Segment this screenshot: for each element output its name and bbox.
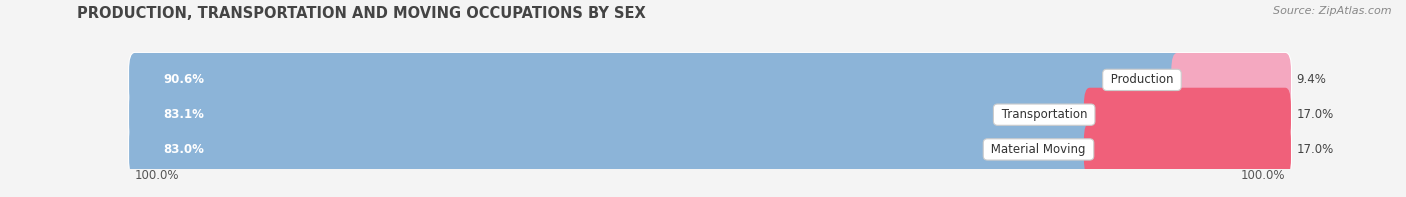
Text: 90.6%: 90.6%: [163, 73, 205, 86]
Text: Source: ZipAtlas.com: Source: ZipAtlas.com: [1274, 6, 1392, 16]
Text: 100.0%: 100.0%: [135, 169, 180, 182]
FancyBboxPatch shape: [129, 53, 1291, 107]
Text: Production: Production: [1107, 73, 1177, 86]
Text: 83.1%: 83.1%: [163, 108, 204, 121]
FancyBboxPatch shape: [129, 123, 1095, 176]
Text: PRODUCTION, TRANSPORTATION AND MOVING OCCUPATIONS BY SEX: PRODUCTION, TRANSPORTATION AND MOVING OC…: [77, 6, 647, 21]
Text: 100.0%: 100.0%: [1240, 169, 1285, 182]
FancyBboxPatch shape: [1084, 88, 1291, 142]
Text: 83.0%: 83.0%: [163, 143, 204, 156]
Text: 17.0%: 17.0%: [1296, 108, 1334, 121]
Text: 17.0%: 17.0%: [1296, 143, 1334, 156]
Text: Transportation: Transportation: [997, 108, 1091, 121]
FancyBboxPatch shape: [129, 88, 1097, 142]
Text: 9.4%: 9.4%: [1296, 73, 1327, 86]
FancyBboxPatch shape: [1171, 53, 1291, 107]
FancyBboxPatch shape: [129, 123, 1291, 176]
FancyBboxPatch shape: [1084, 123, 1291, 176]
Text: Material Moving: Material Moving: [987, 143, 1090, 156]
FancyBboxPatch shape: [129, 53, 1182, 107]
FancyBboxPatch shape: [129, 88, 1291, 142]
